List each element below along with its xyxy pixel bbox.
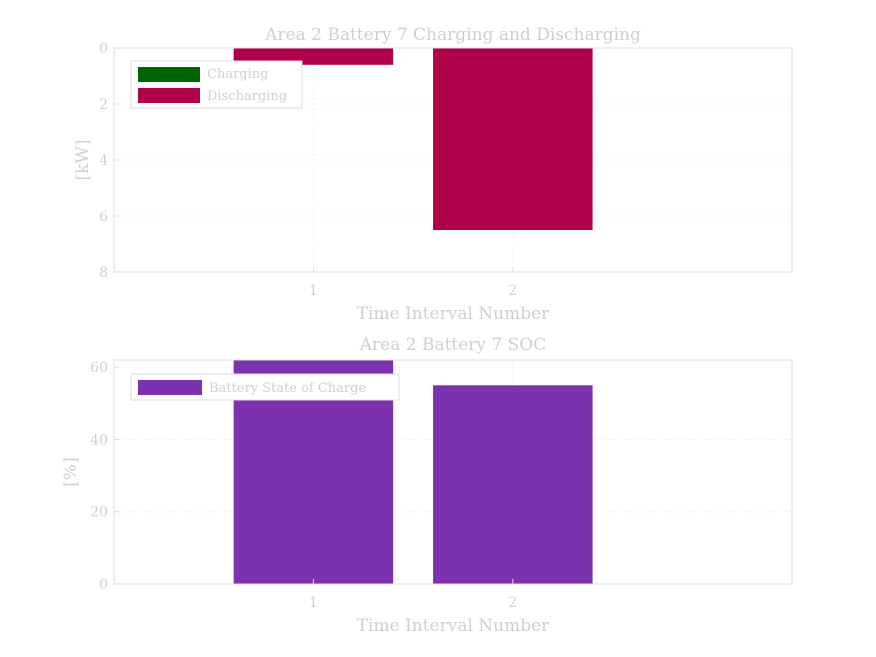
legend-swatch-charging (138, 67, 200, 82)
chart-title: Area 2 Battery 7 SOC (359, 335, 547, 355)
bar-battery-state-of-charge-2 (433, 385, 593, 584)
x-axis-label: Time Interval Number (357, 616, 551, 636)
y-tick-label: 40 (90, 432, 108, 448)
legend: Battery State of Charge (130, 373, 400, 401)
chart-charging-discharging: Area 2 Battery 7 Charging and Dischargin… (73, 25, 793, 324)
y-tick-label: 20 (90, 505, 108, 521)
y-tick-label: 60 (90, 360, 108, 376)
x-tick-label: 2 (508, 283, 517, 299)
x-axis-label: Time Interval Number (357, 304, 551, 324)
y-tick-label: 8 (99, 265, 108, 281)
legend-label-discharging: Discharging (207, 89, 287, 104)
legend-label-soc: Battery State of Charge (209, 381, 366, 396)
y-axis-ticks: 0 20 40 60 (90, 360, 119, 593)
bar-discharging-2 (433, 48, 593, 230)
y-tick-label: 4 (99, 153, 108, 169)
legend-swatch-soc (138, 380, 202, 395)
y-tick-label: 0 (99, 41, 108, 57)
plot-frame (113, 359, 793, 585)
y-tick-label: 0 (99, 577, 108, 593)
y-tick-label: 2 (99, 97, 108, 113)
legend-label-charging: Charging (207, 67, 268, 82)
x-tick-label: 1 (309, 595, 318, 611)
x-tick-label: 2 (508, 595, 517, 611)
chart-title: Area 2 Battery 7 Charging and Dischargin… (264, 25, 641, 45)
y-tick-label: 6 (99, 209, 108, 225)
legend: Charging Discharging (130, 60, 303, 109)
legend-swatch-discharging (138, 88, 200, 103)
y-axis-label: [kW] (73, 139, 93, 180)
y-axis-label: [%] (61, 457, 81, 486)
y-axis-ticks: 0 2 4 6 8 (99, 41, 119, 281)
x-tick-label: 1 (309, 283, 318, 299)
bars-group (233, 48, 593, 230)
